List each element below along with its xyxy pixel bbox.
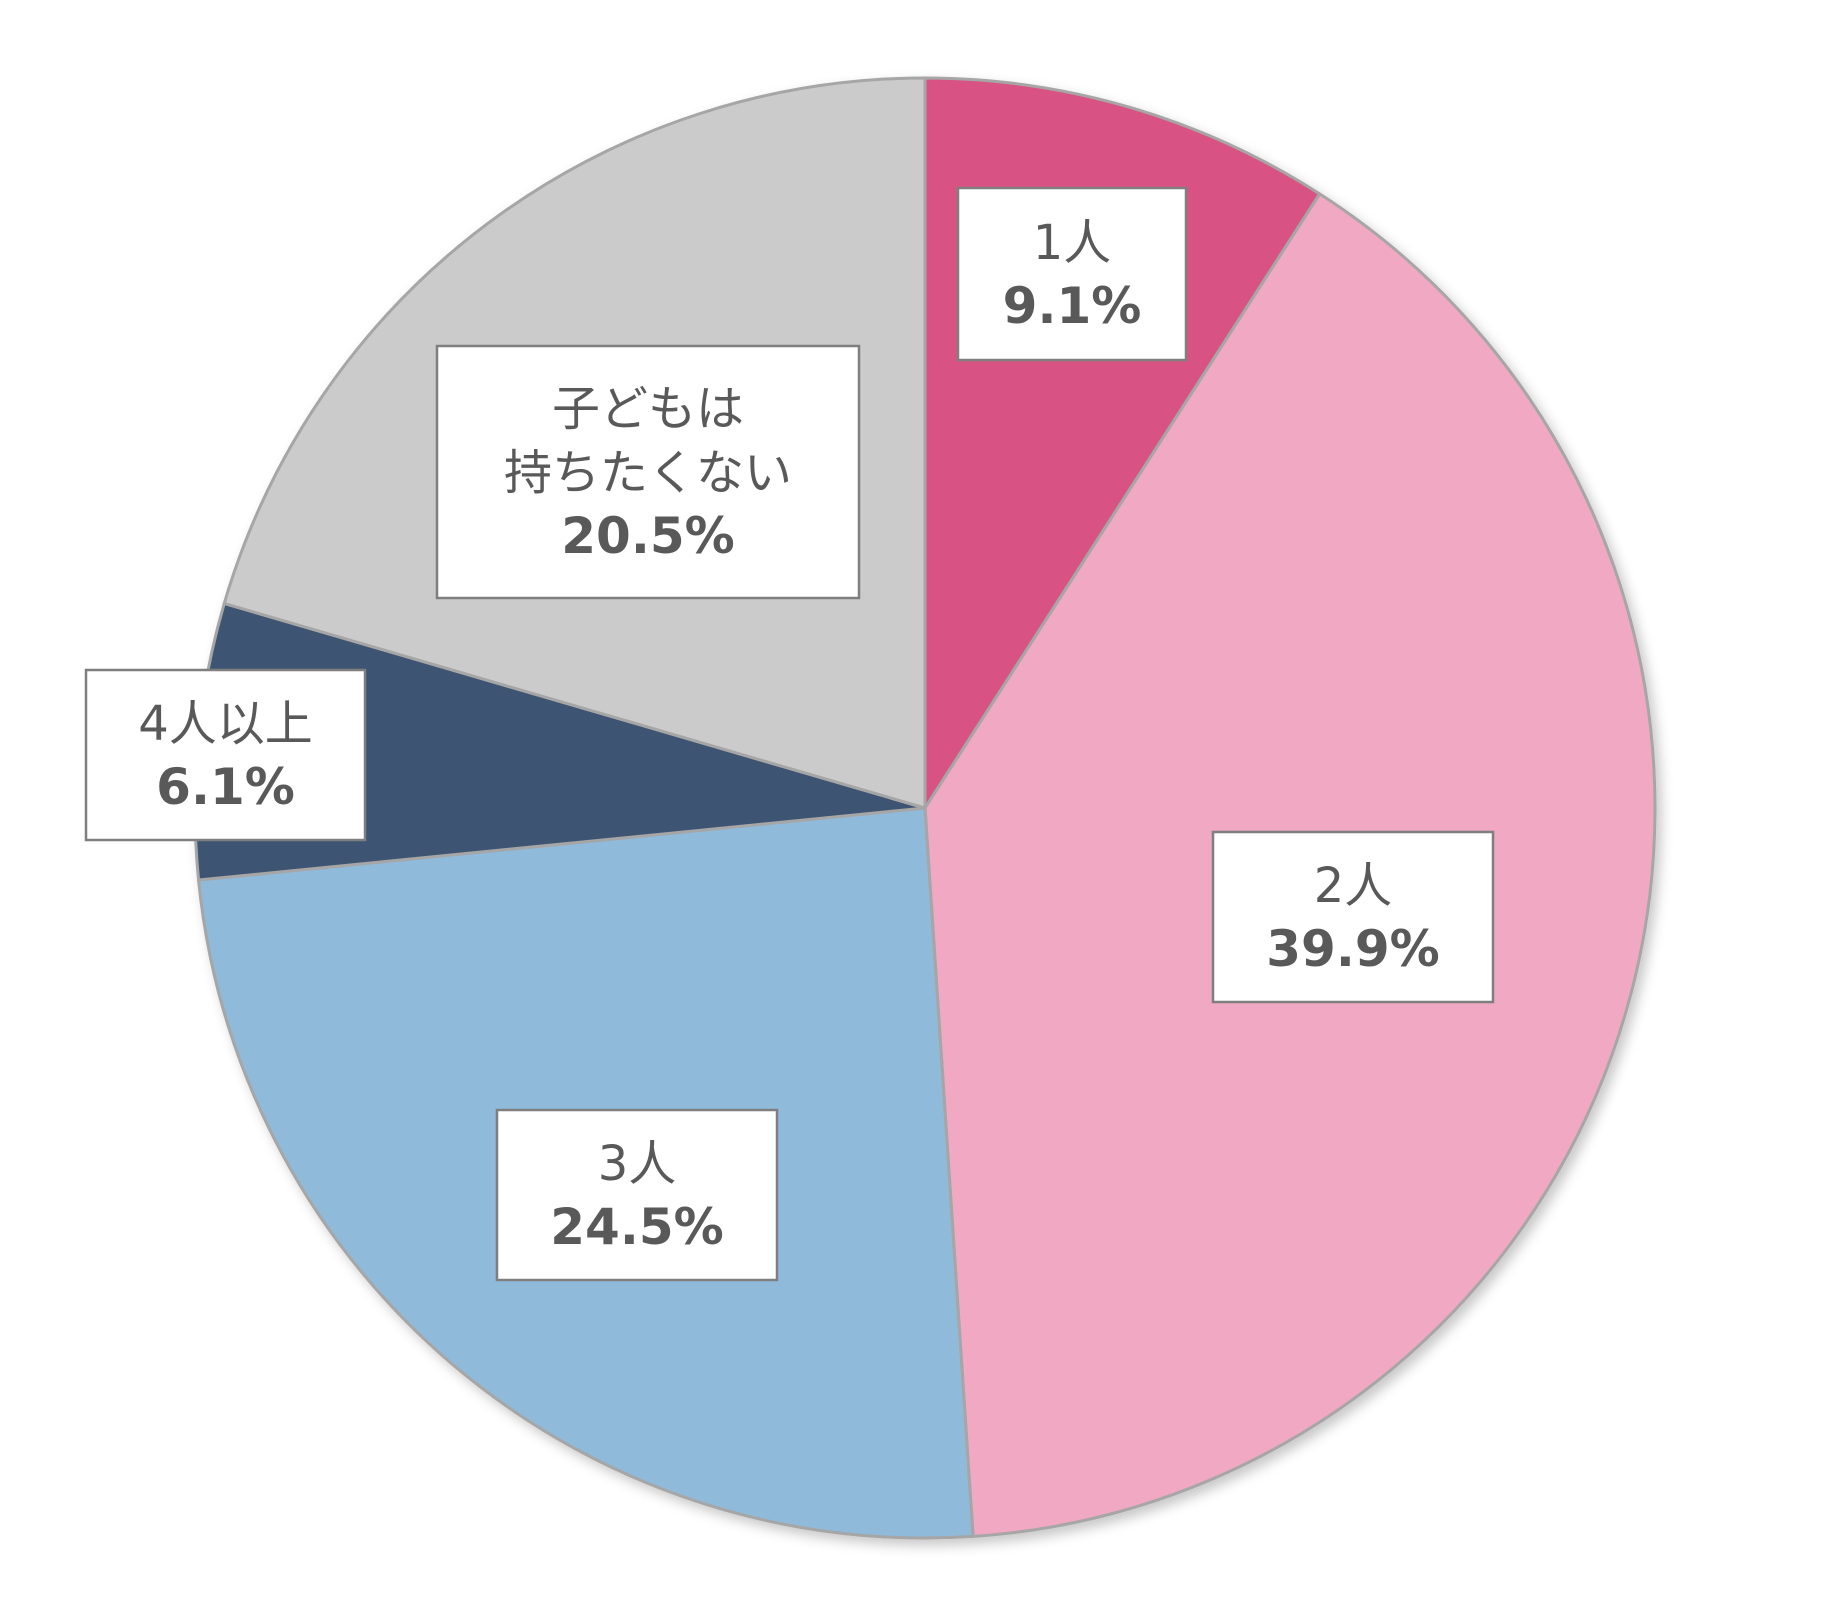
slice-name-label: 4人以上 [138,696,313,752]
data-label-box [495,1108,779,1282]
data-label-2: 2人 39.9% [1211,830,1495,1004]
pie-labels: 1人 9.1% 2人 39.9% 3人 24.5% 4人以上 6.1% 子どもは持ちたくない 20… [84,186,1495,1282]
slice-value-label: 6.1% [156,758,295,816]
slice-value-label: 9.1% [1003,277,1142,335]
slice-name-label: 2人 [1314,858,1393,914]
slice-value-label: 24.5% [550,1198,723,1256]
data-label-3: 3人 24.5% [495,1108,779,1282]
slice-value-label: 20.5% [561,507,734,565]
data-label-box [1211,830,1495,1004]
data-label-5: 子どもは持ちたくない 20.5% [435,344,861,600]
slice-name-label: 子どもは持ちたくない [504,381,792,501]
data-label-4: 4人以上 6.1% [84,668,367,842]
pie-slices [193,76,1657,1540]
slice-name-label: 3人 [598,1136,677,1192]
slice-value-label: 39.9% [1266,920,1439,978]
data-label-box [84,668,367,842]
data-label-1: 1人 9.1% [956,186,1188,362]
slice-name-label: 1人 [1033,215,1112,271]
data-label-box [956,186,1188,362]
data-label-box [435,344,861,600]
